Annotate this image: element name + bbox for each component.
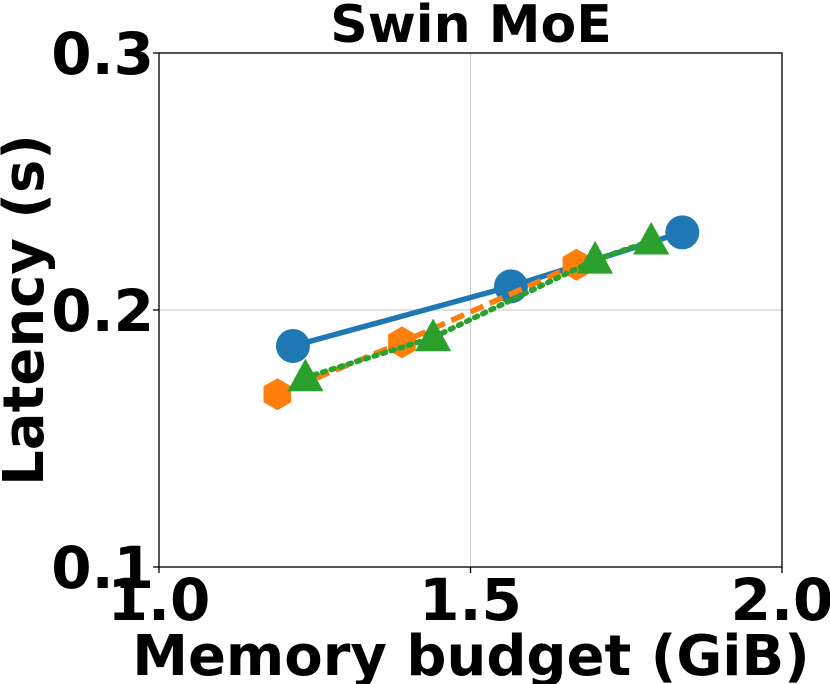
chart-title: Swin MoE [330, 0, 611, 55]
series-line-triangle [302, 238, 654, 381]
y-tick-label: 0.2 [51, 277, 154, 345]
tick-labels: 1.0 1.5 2.0 0.1 0.2 0.3 [51, 20, 830, 634]
x-tick-label: 1.0 [108, 566, 211, 634]
series-hexagon [263, 248, 591, 411]
x-tick-label: 1.5 [419, 566, 522, 634]
triangle-marker-3 [633, 221, 670, 255]
triangle-marker-1 [415, 318, 452, 352]
hexagon-marker-0 [263, 378, 292, 411]
x-axis-label: Memory budget (GiB) [132, 624, 810, 684]
circle-marker-2 [665, 215, 700, 250]
series-triangle [287, 221, 670, 392]
series-group [263, 215, 700, 411]
y-tick-label: 0.3 [51, 20, 154, 88]
y-axis-label: Latency (s) [0, 134, 57, 486]
triangle-marker-2 [577, 240, 614, 274]
y-tick-label: 0.1 [51, 534, 154, 602]
x-tick-label: 2.0 [731, 566, 830, 634]
circle-marker-0 [275, 328, 310, 363]
triangle-marker-0 [287, 358, 324, 392]
